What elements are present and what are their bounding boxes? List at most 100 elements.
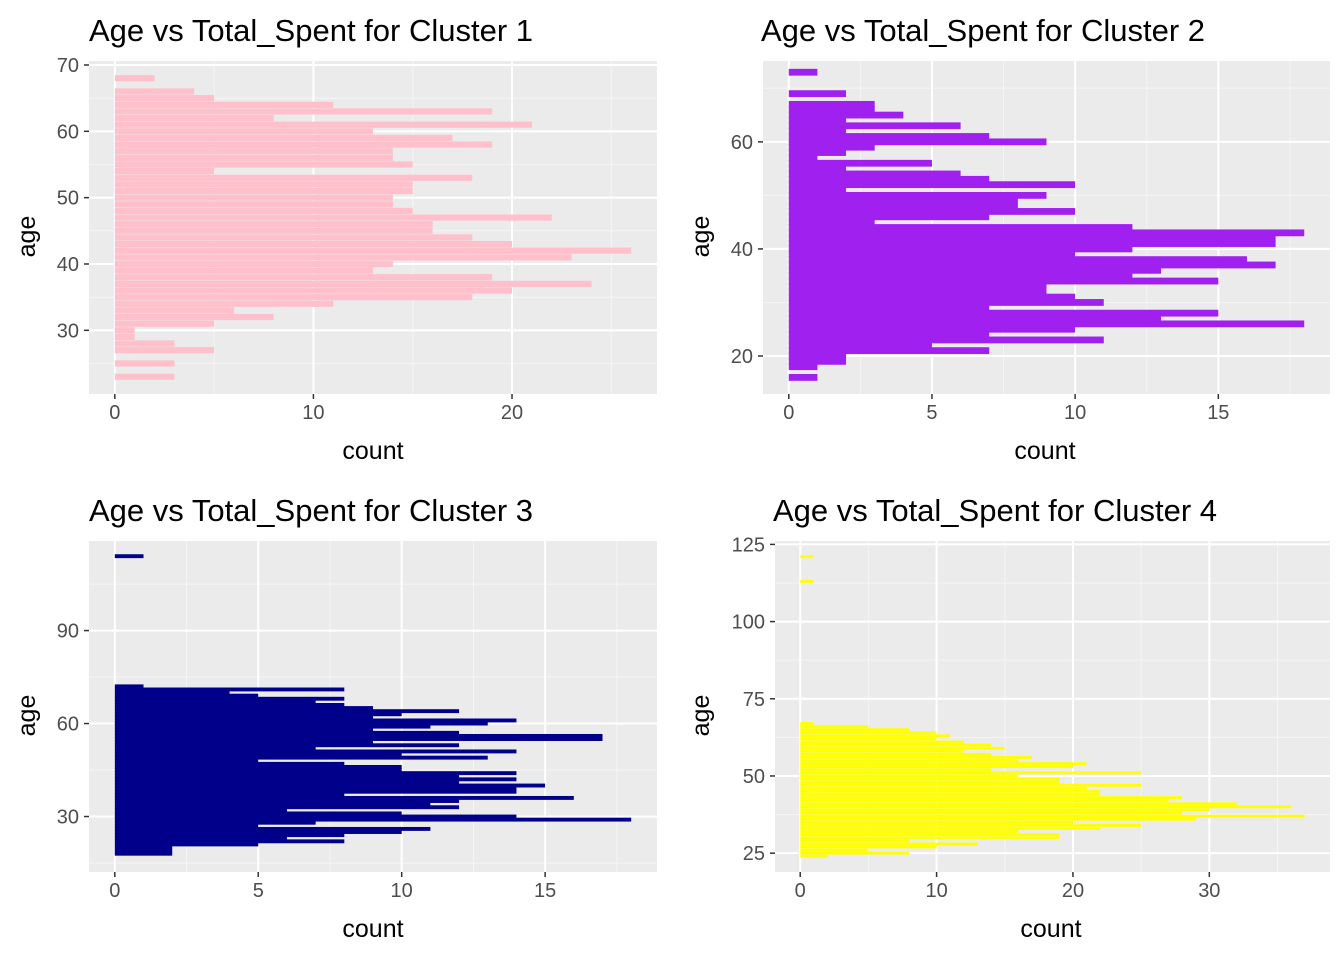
y-tick-label: 75: [743, 689, 765, 711]
bar: [114, 280, 592, 287]
bar: [788, 240, 1276, 247]
chart-panel-2: 0 5 10 15 20 40 60 Age vs Total_Spent for Clust…: [687, 13, 1330, 465]
bar: [114, 703, 345, 707]
bar: [114, 783, 546, 788]
bar: [114, 101, 334, 108]
bar: [800, 783, 1142, 787]
bar: [114, 836, 287, 841]
bar: [800, 762, 1087, 766]
x-tick-label: 15: [1207, 402, 1229, 424]
bar: [788, 218, 875, 226]
bar: [788, 68, 818, 76]
bar: [800, 768, 992, 772]
y-axis-label: age: [13, 695, 41, 737]
bar: [800, 817, 1196, 821]
y-tick-label: 60: [57, 714, 79, 736]
bar: [788, 138, 1047, 146]
bar: [114, 214, 552, 221]
bar: [114, 758, 259, 763]
y-axis-label: age: [687, 695, 715, 737]
bar: [788, 186, 847, 194]
bar: [788, 288, 1047, 296]
bar: [800, 580, 814, 583]
bar: [788, 106, 875, 114]
bar: [788, 256, 1247, 264]
bar: [800, 805, 1292, 809]
bar: [114, 733, 603, 738]
bar: [114, 260, 393, 268]
bar: [114, 267, 374, 274]
chart-title: Age vs Total_Spent for Cluster 2: [761, 13, 1205, 48]
bar: [114, 820, 316, 825]
bar: [114, 799, 460, 803]
bar: [800, 823, 1142, 827]
bar: [114, 161, 413, 168]
bar: [114, 786, 517, 791]
bar: [800, 780, 1060, 784]
bar: [788, 309, 1219, 317]
bar: [800, 811, 1183, 815]
bar: [788, 122, 961, 130]
bar: [114, 851, 173, 856]
chart-title: Age vs Total_Spent for Cluster 3: [89, 493, 533, 528]
bar: [114, 141, 493, 148]
bar: [114, 805, 460, 810]
bar: [800, 833, 1060, 837]
bar: [800, 737, 937, 741]
y-tick-label: 30: [57, 320, 79, 342]
y-axis-label: age: [13, 216, 41, 258]
bar: [788, 191, 1047, 199]
bar: [788, 363, 818, 371]
bar: [800, 731, 937, 735]
bar: [114, 727, 374, 732]
bar: [114, 194, 393, 201]
bar: [114, 721, 488, 726]
y-tick-label: 50: [743, 766, 765, 788]
bar: [788, 133, 990, 140]
bar: [788, 224, 1133, 231]
y-tick-label: 25: [743, 843, 765, 865]
y-tick-label: 125: [732, 534, 765, 556]
bar: [788, 347, 990, 355]
bar: [114, 761, 345, 766]
bar: [800, 725, 869, 728]
bar: [788, 266, 1162, 274]
bar: [114, 814, 517, 819]
bar: [800, 796, 1183, 799]
y-tick-label: 90: [57, 621, 79, 643]
x-axis-label: count: [1014, 437, 1075, 465]
bar: [114, 789, 517, 794]
x-tick-label: 10: [925, 880, 947, 902]
bar: [114, 848, 173, 853]
bar: [114, 88, 195, 95]
bar: [788, 277, 1219, 285]
bar: [800, 851, 910, 855]
bar: [788, 341, 932, 349]
bar: [800, 830, 1019, 833]
bar: [788, 181, 1076, 189]
bar: [114, 823, 259, 828]
bar: [114, 313, 274, 321]
x-axis-label: count: [1020, 915, 1081, 943]
chart-panel-1: 0 10 20 30 40 50 60 70 Age vs Total_Spent for Cl…: [13, 13, 657, 465]
bar: [114, 174, 473, 181]
bar: [114, 830, 402, 834]
bar: [114, 247, 632, 254]
bar: [800, 836, 1060, 840]
bar: [788, 202, 1018, 210]
bar: [788, 149, 847, 156]
bar: [114, 817, 632, 822]
bar: [114, 240, 513, 248]
bar: [114, 327, 135, 334]
bar: [114, 294, 473, 301]
chart-title: Age vs Total_Spent for Cluster 1: [89, 13, 533, 48]
bar: [788, 213, 990, 221]
bar: [114, 755, 488, 760]
bar: [788, 299, 1104, 306]
bar: [788, 304, 990, 312]
bar: [114, 307, 234, 314]
bar: [114, 737, 603, 741]
x-tick-label: 0: [109, 402, 120, 424]
x-tick-label: 10: [1064, 402, 1086, 424]
bar: [114, 833, 345, 838]
